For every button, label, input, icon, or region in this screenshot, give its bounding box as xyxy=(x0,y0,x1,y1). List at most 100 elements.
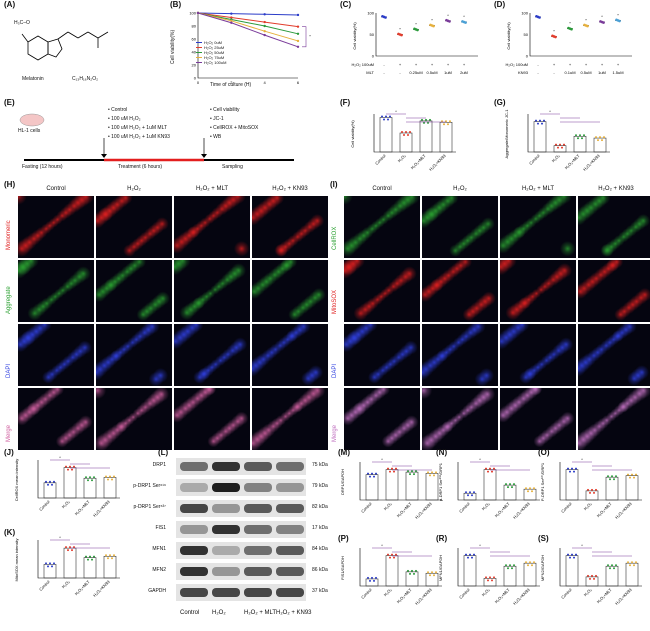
panel-m-axes xyxy=(359,462,442,501)
panel-n-bar-chart: p-DRP1 Ser⁶¹⁶/DRP1 Control H₂O₂ H₂O₂+MLT H₂O… xyxy=(438,457,540,520)
panel-g-point xyxy=(597,139,599,142)
panel-d-point xyxy=(538,16,541,19)
panel-f-point xyxy=(405,131,407,133)
panel-k-bar xyxy=(83,557,97,579)
panel-r-point xyxy=(527,564,529,567)
panel-c-row-value: 2uM xyxy=(460,70,468,75)
panel-h-column-label: H₂O₂ xyxy=(127,186,141,192)
blot-kda-label: 75 kDa xyxy=(312,462,328,468)
panel-h-micrograph xyxy=(96,324,172,386)
panel-c-row-value: + xyxy=(431,62,434,67)
panel-n-bar xyxy=(463,492,477,501)
panel-d-point xyxy=(554,35,557,39)
panel-b-point xyxy=(296,25,300,28)
panel-k-point xyxy=(51,565,53,568)
panel-i-column-label: Control xyxy=(372,186,392,192)
panel-r-xtick: H₂O₂ xyxy=(481,587,491,597)
blot-band xyxy=(212,546,240,555)
panel-o-bar-chart: P-DRP1 Ser⁶³⁷/DRP1 Control H₂O₂ H₂O₂+MLT H₂O… xyxy=(540,457,642,520)
panel-s-point xyxy=(607,564,609,567)
blot-band xyxy=(244,504,272,513)
panel-g-bar xyxy=(573,135,587,153)
panel-m-point xyxy=(415,470,417,473)
panel-p-point xyxy=(369,579,371,582)
panel-f-ylabel: Cell viability(%) xyxy=(350,120,355,148)
panel-i-micrograph xyxy=(578,324,650,386)
panel-k-point xyxy=(85,555,87,558)
panel-i-micrograph xyxy=(578,196,650,258)
blot-band xyxy=(244,546,272,555)
panel-p-axes xyxy=(359,548,442,587)
blot-kda-label: 17 kDa xyxy=(312,525,328,531)
panel-r-point xyxy=(471,556,473,559)
panel-i-micrograph xyxy=(422,324,498,386)
panel-c-row-value: + xyxy=(447,62,450,67)
panel-d-row-value: 0.5uM xyxy=(580,70,591,75)
panel-f-point xyxy=(423,121,425,124)
panel-d-row-label: H₂O₂ 100uM xyxy=(506,62,528,67)
legend-label: H₂O₂ 25uM xyxy=(204,45,225,50)
panel-h-micrograph xyxy=(18,260,94,322)
panel-d-point xyxy=(602,21,605,24)
panel-b-xtick: 6 xyxy=(297,80,300,85)
panel-k-xtick: H₂O₂+MLT xyxy=(74,579,91,596)
panel-p-xtick: H₂O₂+KN93 xyxy=(414,587,433,606)
blot-strip xyxy=(176,542,306,559)
blot-lane-label: H₂O₂ + MLT xyxy=(244,610,277,616)
panel-o-point xyxy=(593,491,595,494)
blot-protein-label: p-DRP1 Ser⁶¹⁶ xyxy=(133,483,166,489)
panel-j-point xyxy=(67,468,69,471)
panel-c-point xyxy=(464,21,467,24)
panel-i-micrograph xyxy=(500,260,576,322)
panel-s-point xyxy=(609,567,611,570)
blot-band xyxy=(212,588,240,597)
panel-r-xtick: H₂O₂+MLT xyxy=(494,587,511,604)
panel-d-row-value: + xyxy=(569,62,572,67)
panel-b-series-line xyxy=(197,12,299,48)
panel-j-point xyxy=(107,478,109,481)
panel-k-point xyxy=(49,562,51,565)
blot-band xyxy=(212,504,240,513)
panel-o-point xyxy=(635,473,637,476)
panel-g-point xyxy=(561,146,563,149)
panel-r-point xyxy=(467,556,469,559)
panel-label-r: (R) xyxy=(436,534,448,543)
panel-label-s: (S) xyxy=(538,534,549,543)
panel-s-point xyxy=(627,561,629,564)
blot-band xyxy=(180,567,208,576)
legend-label: H₂O₂ 75uM xyxy=(204,55,225,60)
panel-j-point xyxy=(111,478,113,481)
panel-k-point xyxy=(53,562,55,565)
panel-h-micrograph xyxy=(18,196,94,258)
panel-b-ytick: 80 xyxy=(192,24,197,29)
panel-j-point xyxy=(53,480,55,483)
panel-s-bar xyxy=(605,565,619,587)
panel-p-point xyxy=(389,556,391,559)
panel-k-point xyxy=(113,554,115,557)
panel-o-point xyxy=(587,488,589,491)
panel-o-point xyxy=(571,467,573,470)
panel-d-row-value: - xyxy=(537,70,539,75)
panel-j-point xyxy=(87,479,89,482)
panel-d-point xyxy=(570,27,573,31)
panel-m-xtick: H₂O₂ xyxy=(383,501,393,511)
panel-label-b: (B) xyxy=(170,0,182,9)
panel-o-bar xyxy=(585,490,599,501)
panel-i-micrograph xyxy=(578,388,650,450)
panel-p-point xyxy=(393,556,395,559)
blot-band xyxy=(244,588,272,597)
panel-o-point xyxy=(615,475,617,478)
blot-band xyxy=(180,588,208,597)
panel-m-ylabel: DRP1/GAPDH xyxy=(340,469,345,495)
panel-d-ytick: 50 xyxy=(524,32,529,37)
panel-k-bar-chart: MitoSOX mean intensity Control H₂O₂ H₂O₂+ML… xyxy=(14,535,120,598)
panel-f-xtick: H₂O₂+MLT xyxy=(410,153,427,170)
legend-entry: H₂O₂ 100uM xyxy=(196,60,226,65)
legend-swatch xyxy=(196,42,202,43)
panel-f-point xyxy=(383,118,385,121)
panel-j-point xyxy=(47,483,49,486)
panel-r-bar xyxy=(463,555,477,587)
panel-d-star: * xyxy=(617,12,619,17)
panel-d-ylabel: Cell viability(%) xyxy=(506,22,511,50)
